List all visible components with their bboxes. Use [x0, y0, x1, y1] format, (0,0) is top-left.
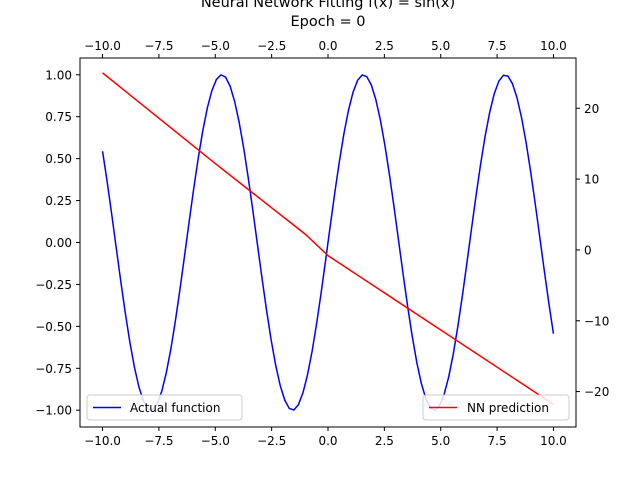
x-tick-label-bottom: 10.0	[540, 434, 567, 448]
y-tick-label-right: −20	[584, 385, 609, 399]
x-axis-top: −10.0 −7.5 −5.0 −2.5 0.0 2.5 5.0 7.5 10.0	[84, 39, 567, 58]
y-tick-label-left: −1.00	[35, 404, 72, 418]
x-tick-label-top: 2.5	[375, 39, 394, 53]
x-tick-label-top: 7.5	[488, 39, 507, 53]
y-tick-label-left: −0.25	[35, 278, 72, 292]
x-tick-label-bottom: 7.5	[488, 434, 507, 448]
plot-lines	[101, 72, 555, 412]
x-tick-label-top: 5.0	[431, 39, 450, 53]
legend-actual-box	[86, 394, 243, 421]
legend-prediction: NN prediction	[422, 394, 570, 421]
chart-title: Neural Network Fitting f(x) = sin(x)	[201, 0, 455, 11]
y-axis-right: −20 −10 0 10 20	[576, 102, 609, 399]
x-tick-label-top: −7.5	[144, 39, 173, 53]
x-tick-label-top: 0.0	[318, 39, 337, 53]
x-tick-label-top: −10.0	[84, 39, 121, 53]
x-tick-label-bottom: 5.0	[431, 434, 450, 448]
x-tick-label-bottom: −7.5	[144, 434, 173, 448]
legend-prediction-label: NN prediction	[467, 401, 549, 415]
y-tick-label-right: 20	[584, 102, 599, 116]
x-tick-label-top: 10.0	[540, 39, 567, 53]
legend-actual: Actual function	[86, 394, 243, 421]
chart-subtitle: Epoch = 0	[291, 14, 366, 30]
y-tick-label-left: 1.00	[45, 68, 72, 82]
y-tick-label-left: 0.25	[45, 194, 72, 208]
series-nn-prediction-line	[102, 72, 554, 405]
y-tick-label-left: 0.75	[45, 110, 72, 124]
y-tick-label-left: −0.50	[35, 320, 72, 334]
y-tick-label-right: 0	[584, 243, 592, 257]
y-tick-label-left: 0.50	[45, 152, 72, 166]
y-tick-label-right: 10	[584, 173, 599, 187]
x-axis-bottom: −10.0 −7.5 −5.0 −2.5 0.0 2.5 5.0 7.5 10.0	[84, 427, 567, 448]
x-tick-label-bottom: −10.0	[84, 434, 121, 448]
y-tick-label-left: −0.75	[35, 362, 72, 376]
x-tick-label-top: −5.0	[201, 39, 230, 53]
legend-actual-label: Actual function	[130, 401, 220, 415]
legend-prediction-box	[422, 394, 570, 421]
x-tick-label-bottom: −5.0	[201, 434, 230, 448]
x-tick-label-bottom: −2.5	[257, 434, 286, 448]
y-tick-label-left: 0.00	[45, 236, 72, 250]
plot-frame	[79, 57, 577, 428]
x-tick-label-bottom: 2.5	[375, 434, 394, 448]
series-actual-function-line	[101, 73, 555, 412]
x-tick-label-top: −2.5	[257, 39, 286, 53]
y-tick-label-right: −10	[584, 314, 609, 328]
x-tick-label-bottom: 0.0	[318, 434, 337, 448]
y-axis-left: −1.00 −0.75 −0.50 −0.25 0.00 0.25 0.50 0.75 1.00	[35, 68, 80, 418]
